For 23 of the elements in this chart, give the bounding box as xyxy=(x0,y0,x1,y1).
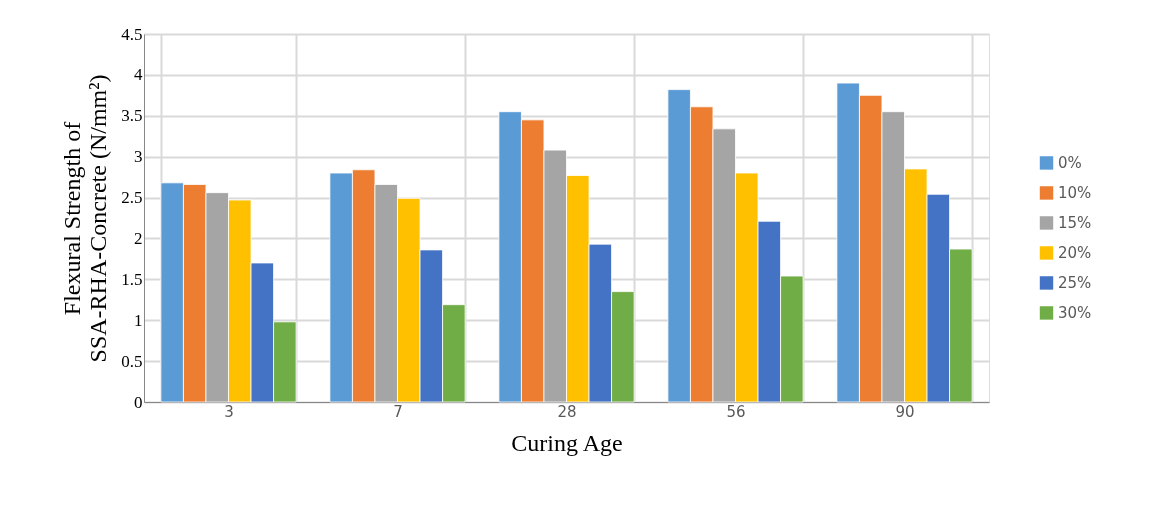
y-tick-label: 1.5 xyxy=(121,269,143,289)
y-tick-label: 0.5 xyxy=(121,351,143,371)
legend-label: 10% xyxy=(1058,183,1092,202)
x-tick-label: 56 xyxy=(726,402,746,421)
legend-label: 30% xyxy=(1058,303,1092,322)
y-tick-label: 4.5 xyxy=(121,24,143,44)
legend-label: 15% xyxy=(1058,213,1092,232)
y-axis-title: Flexural Strength of SSA-RHA-Concrete (N/mm²) xyxy=(59,74,112,363)
y-tick-label: 4 xyxy=(134,65,143,85)
x-tick-label: 3 xyxy=(224,402,234,421)
y-tick-label: 2 xyxy=(134,228,143,248)
legend-label: 25% xyxy=(1058,273,1092,292)
x-tick-label: 7 xyxy=(393,402,403,421)
x-tick-label: 90 xyxy=(895,402,915,421)
y-tick-label: 3.5 xyxy=(121,106,143,126)
legend-label: 20% xyxy=(1058,243,1092,262)
y-tick-label: 1 xyxy=(134,310,143,330)
y-tick-label: 3 xyxy=(134,147,143,167)
legend-label: 0% xyxy=(1058,153,1082,172)
y-tick-label: 0 xyxy=(134,392,143,412)
x-tick-label: 28 xyxy=(557,402,577,421)
x-axis-title: Curing Age xyxy=(511,429,623,456)
y-tick-label: 2.5 xyxy=(121,188,143,208)
